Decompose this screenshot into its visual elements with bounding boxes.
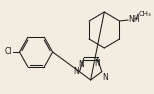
Text: N: N [102, 73, 107, 82]
Text: NH: NH [129, 16, 140, 25]
Text: Cl: Cl [4, 47, 12, 56]
Text: CH₃: CH₃ [139, 11, 152, 17]
Text: N: N [73, 67, 79, 76]
Text: N: N [78, 60, 84, 69]
Text: N: N [95, 59, 100, 68]
